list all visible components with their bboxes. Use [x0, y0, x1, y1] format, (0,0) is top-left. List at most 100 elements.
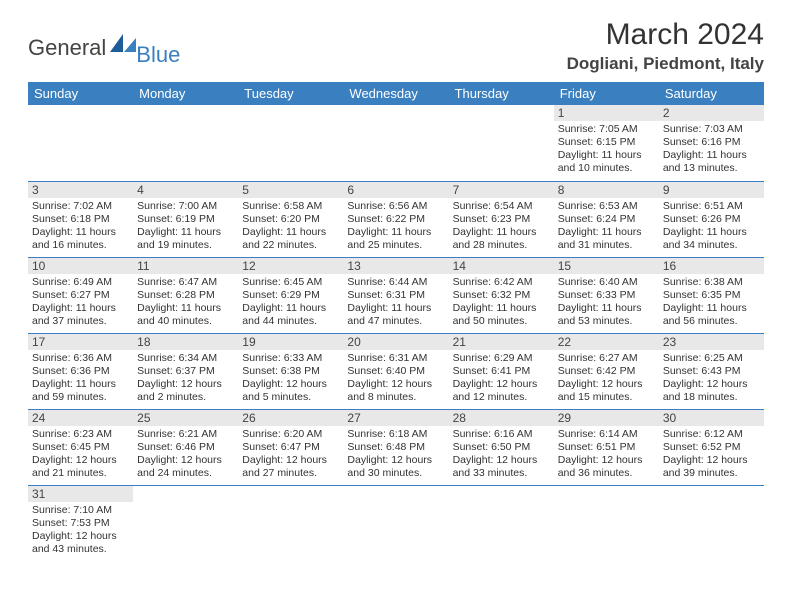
- sunset-text: Sunset: 6:50 PM: [453, 441, 550, 454]
- sunrise-text: Sunrise: 7:05 AM: [558, 123, 655, 136]
- day-number: 2: [659, 105, 764, 121]
- calendar-day-cell: 27Sunrise: 6:18 AMSunset: 6:48 PMDayligh…: [343, 409, 448, 485]
- weekday-header: Sunday: [28, 82, 133, 105]
- day-number: 15: [554, 258, 659, 274]
- sunset-text: Sunset: 6:52 PM: [663, 441, 760, 454]
- page-header: General Blue March 2024 Dogliani, Piedmo…: [28, 18, 764, 74]
- daylight-text: Daylight: 12 hours and 2 minutes.: [137, 378, 234, 404]
- sunset-text: Sunset: 6:16 PM: [663, 136, 760, 149]
- sunset-text: Sunset: 6:46 PM: [137, 441, 234, 454]
- day-number: 5: [238, 182, 343, 198]
- calendar-day-cell: 5Sunrise: 6:58 AMSunset: 6:20 PMDaylight…: [238, 181, 343, 257]
- calendar-header-row: SundayMondayTuesdayWednesdayThursdayFrid…: [28, 82, 764, 105]
- daylight-text: Daylight: 11 hours and 44 minutes.: [242, 302, 339, 328]
- calendar-day-cell: 28Sunrise: 6:16 AMSunset: 6:50 PMDayligh…: [449, 409, 554, 485]
- daylight-text: Daylight: 12 hours and 15 minutes.: [558, 378, 655, 404]
- weekday-header: Saturday: [659, 82, 764, 105]
- day-number: 19: [238, 334, 343, 350]
- day-number: 24: [28, 410, 133, 426]
- calendar-day-cell: 11Sunrise: 6:47 AMSunset: 6:28 PMDayligh…: [133, 257, 238, 333]
- calendar-day-cell: 24 Sunrise: 6:23 AMSunset: 6:45 PMDayligh…: [28, 409, 133, 485]
- sunset-text: Sunset: 6:27 PM: [32, 289, 129, 302]
- sunset-text: Sunset: 6:42 PM: [558, 365, 655, 378]
- day-number: 9: [659, 182, 764, 198]
- day-number: 1: [554, 105, 659, 121]
- calendar-week-row: 3Sunrise: 7:02 AMSunset: 6:18 PMDaylight…: [28, 181, 764, 257]
- day-number: 26: [238, 410, 343, 426]
- calendar-empty-cell: [343, 485, 448, 561]
- sunrise-text: Sunrise: 6:45 AM: [242, 276, 339, 289]
- sunrise-text: Sunrise: 6:38 AM: [663, 276, 760, 289]
- sunrise-text: Sunrise: 7:10 AM: [32, 504, 129, 517]
- daylight-text: Daylight: 11 hours and 47 minutes.: [347, 302, 444, 328]
- sunrise-text: Sunrise: 6:14 AM: [558, 428, 655, 441]
- calendar-day-cell: 9Sunrise: 6:51 AMSunset: 6:26 PMDaylight…: [659, 181, 764, 257]
- calendar-empty-cell: [238, 105, 343, 181]
- day-number: 30: [659, 410, 764, 426]
- calendar-day-cell: 31Sunrise: 7:10 AMSunset: 7:53 PMDayligh…: [28, 485, 133, 561]
- daylight-text: Daylight: 12 hours and 36 minutes.: [558, 454, 655, 480]
- sunset-text: Sunset: 6:28 PM: [137, 289, 234, 302]
- calendar-empty-cell: [133, 105, 238, 181]
- logo-sail-icon: [110, 34, 136, 57]
- sunrise-text: Sunrise: 6:23 AM: [32, 428, 129, 441]
- sunset-text: Sunset: 6:36 PM: [32, 365, 129, 378]
- daylight-text: Daylight: 12 hours and 27 minutes.: [242, 454, 339, 480]
- daylight-text: Daylight: 12 hours and 24 minutes.: [137, 454, 234, 480]
- daylight-text: Daylight: 11 hours and 37 minutes.: [32, 302, 129, 328]
- sunrise-text: Sunrise: 6:36 AM: [32, 352, 129, 365]
- sunset-text: Sunset: 6:51 PM: [558, 441, 655, 454]
- sunset-text: Sunset: 6:40 PM: [347, 365, 444, 378]
- daylight-text: Daylight: 11 hours and 34 minutes.: [663, 226, 760, 252]
- sunset-text: Sunset: 6:37 PM: [137, 365, 234, 378]
- sunrise-text: Sunrise: 6:53 AM: [558, 200, 655, 213]
- day-number: 12: [238, 258, 343, 274]
- calendar-day-cell: 26Sunrise: 6:20 AMSunset: 6:47 PMDayligh…: [238, 409, 343, 485]
- sunrise-text: Sunrise: 6:40 AM: [558, 276, 655, 289]
- sunrise-text: Sunrise: 6:56 AM: [347, 200, 444, 213]
- logo: General Blue: [28, 28, 180, 68]
- sunrise-text: Sunrise: 7:00 AM: [137, 200, 234, 213]
- calendar-day-cell: 3Sunrise: 7:02 AMSunset: 6:18 PMDaylight…: [28, 181, 133, 257]
- daylight-text: Daylight: 11 hours and 50 minutes.: [453, 302, 550, 328]
- sunset-text: Sunset: 6:41 PM: [453, 365, 550, 378]
- day-number: 7: [449, 182, 554, 198]
- calendar-day-cell: 2Sunrise: 7:03 AMSunset: 6:16 PMDaylight…: [659, 105, 764, 181]
- sunrise-text: Sunrise: 6:20 AM: [242, 428, 339, 441]
- calendar-day-cell: 17Sunrise: 6:36 AMSunset: 6:36 PMDayligh…: [28, 333, 133, 409]
- sunset-text: Sunset: 6:31 PM: [347, 289, 444, 302]
- calendar-day-cell: 16Sunrise: 6:38 AMSunset: 6:35 PMDayligh…: [659, 257, 764, 333]
- daylight-text: Daylight: 12 hours and 39 minutes.: [663, 454, 760, 480]
- calendar-week-row: 17Sunrise: 6:36 AMSunset: 6:36 PMDayligh…: [28, 333, 764, 409]
- day-number: 31: [28, 486, 133, 502]
- sunset-text: Sunset: 6:20 PM: [242, 213, 339, 226]
- calendar-day-cell: 8Sunrise: 6:53 AMSunset: 6:24 PMDaylight…: [554, 181, 659, 257]
- calendar-day-cell: 19Sunrise: 6:33 AMSunset: 6:38 PMDayligh…: [238, 333, 343, 409]
- daylight-text: Daylight: 11 hours and 22 minutes.: [242, 226, 339, 252]
- sunrise-text: Sunrise: 6:54 AM: [453, 200, 550, 213]
- day-number: 14: [449, 258, 554, 274]
- calendar-day-cell: 25Sunrise: 6:21 AMSunset: 6:46 PMDayligh…: [133, 409, 238, 485]
- daylight-text: Daylight: 11 hours and 10 minutes.: [558, 149, 655, 175]
- daylight-text: Daylight: 12 hours and 21 minutes.: [32, 454, 129, 480]
- daylight-text: Daylight: 11 hours and 13 minutes.: [663, 149, 760, 175]
- day-number: 13: [343, 258, 448, 274]
- daylight-text: Daylight: 11 hours and 28 minutes.: [453, 226, 550, 252]
- day-number: 8: [554, 182, 659, 198]
- sunset-text: Sunset: 6:22 PM: [347, 213, 444, 226]
- sunset-text: Sunset: 6:45 PM: [32, 441, 129, 454]
- day-number: 27: [343, 410, 448, 426]
- daylight-text: Daylight: 11 hours and 59 minutes.: [32, 378, 129, 404]
- sunrise-text: Sunrise: 6:18 AM: [347, 428, 444, 441]
- daylight-text: Daylight: 11 hours and 25 minutes.: [347, 226, 444, 252]
- day-number: 23: [659, 334, 764, 350]
- sunset-text: Sunset: 6:26 PM: [663, 213, 760, 226]
- daylight-text: Daylight: 12 hours and 8 minutes.: [347, 378, 444, 404]
- daylight-text: Daylight: 12 hours and 33 minutes.: [453, 454, 550, 480]
- sunset-text: Sunset: 6:43 PM: [663, 365, 760, 378]
- sunset-text: Sunset: 6:38 PM: [242, 365, 339, 378]
- sunrise-text: Sunrise: 6:27 AM: [558, 352, 655, 365]
- weekday-header: Thursday: [449, 82, 554, 105]
- daylight-text: Daylight: 11 hours and 56 minutes.: [663, 302, 760, 328]
- calendar-day-cell: 23Sunrise: 6:25 AMSunset: 6:43 PMDayligh…: [659, 333, 764, 409]
